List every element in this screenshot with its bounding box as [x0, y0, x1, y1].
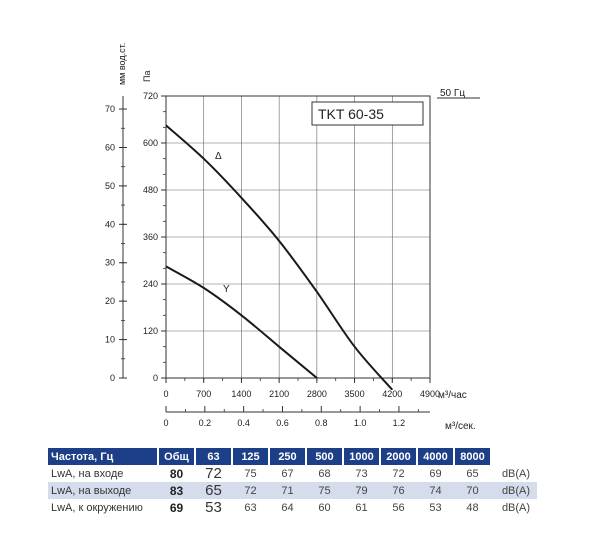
row-value: 70: [454, 482, 491, 499]
row-value: 71: [269, 482, 306, 499]
row-value: 64: [281, 501, 294, 514]
series-label-delta: Δ: [215, 151, 222, 162]
x-tick-label: 3500: [345, 389, 365, 399]
x-tick-label: 2800: [307, 389, 327, 399]
row-value: 60: [318, 501, 331, 514]
header-total: Общ: [158, 448, 196, 465]
row-value: 67: [281, 467, 294, 480]
header-2000: 2000: [380, 448, 418, 465]
x-tick-label: 2100: [269, 389, 289, 399]
row-value: 79: [343, 482, 380, 499]
y-mm-tick-label: 30: [105, 258, 115, 268]
x2-tick-label: 0.6: [276, 418, 289, 428]
row-value: 61: [355, 501, 368, 514]
row-value: 68: [318, 467, 331, 480]
fan-performance-chart: 0 700 1400 2100 2800 3500 4200 4900012024036048…: [105, 43, 480, 432]
row-total: 80: [169, 466, 184, 481]
row-value: 48: [466, 501, 479, 514]
row-value: 73: [355, 467, 368, 480]
y-mm-tick-label: 50: [105, 181, 115, 191]
y-pa-tick-label: 120: [143, 326, 158, 336]
x-tick-label: 1400: [231, 389, 251, 399]
header-63: 63: [195, 448, 233, 465]
series-label-y: Y: [223, 284, 230, 295]
row-value: 56: [392, 501, 405, 514]
row-label: LwA, к окружению: [51, 501, 143, 514]
row-value: 69: [429, 467, 442, 480]
curve-delta: [166, 124, 394, 390]
x-tick-label: 700: [196, 389, 211, 399]
model-title: TKT 60-35: [318, 106, 384, 122]
header-1000: 1000: [343, 448, 381, 465]
header-125: 125: [232, 448, 270, 465]
x2-tick-label: 0.2: [199, 418, 212, 428]
chart-axes: [122, 95, 431, 413]
noise-table: Частота, Гц Общ 63 125 250 500 1000 2000…: [48, 448, 538, 516]
y-mm-tick-label: 10: [105, 335, 115, 345]
row-value: 65: [466, 467, 479, 480]
chart-ticks: 0 700 1400 2100 2800 3500 4200 4900012024036048…: [105, 91, 440, 428]
table-row: LwA, к окружению 69 53 63 64 60 61 56 53…: [48, 499, 537, 516]
header-250: 250: [269, 448, 307, 465]
row-unit: dB(A): [501, 467, 531, 480]
header-8000: 8000: [454, 448, 492, 465]
x-tick-label: 4900: [420, 389, 440, 399]
table-row: LwA, на выходе 83 65 72 71 75 79 76 74 7…: [48, 482, 537, 499]
x2-tick-label: 1.2: [393, 418, 406, 428]
y-mm-tick-label: 40: [105, 219, 115, 229]
model-box: [311, 101, 424, 126]
row-value: 63: [244, 501, 257, 514]
y-mm-tick-label: 20: [105, 296, 115, 306]
y-pa-tick-label: 240: [143, 279, 158, 289]
header-4000: 4000: [417, 448, 455, 465]
row-value: 72: [205, 465, 222, 482]
table-row: LwA, на входе 80 72 75 67 68 73 72 69 65…: [48, 465, 537, 482]
row-unit: dB(A): [491, 482, 537, 499]
row-value: 72: [392, 467, 405, 480]
y-mm-axis-label: мм вод.ст.: [117, 43, 127, 85]
header-unit-blank: [491, 448, 538, 465]
row-label: LwA, на входе: [51, 467, 124, 480]
x-tick-label: 4200: [382, 389, 402, 399]
noise-table-header: Частота, Гц Общ 63 125 250 500 1000 2000…: [48, 448, 538, 465]
y-pa-tick-label: 600: [143, 138, 158, 148]
chart-grid: [166, 96, 430, 378]
row-value: 74: [417, 482, 454, 499]
row-value: 72: [232, 482, 269, 499]
y-pa-tick-label: 360: [143, 232, 158, 242]
row-value: 75: [306, 482, 343, 499]
chart-curves: [166, 124, 394, 390]
x2-tick-label: 0: [163, 418, 168, 428]
x2-axis-unit-label: м³/сек.: [445, 421, 476, 432]
x-tick-label: 0: [163, 389, 168, 399]
row-total: 83: [158, 482, 195, 499]
y-pa-tick-label: 0: [153, 373, 158, 383]
x2-tick-label: 0.4: [237, 418, 250, 428]
y-pa-tick-label: 480: [143, 185, 158, 195]
row-total: 69: [169, 500, 184, 515]
row-label: LwA, на выходе: [48, 482, 158, 499]
y-pa-tick-label: 720: [143, 91, 158, 101]
y-pa-axis-label: Па: [142, 71, 152, 82]
y-mm-tick-label: 70: [105, 104, 115, 114]
x-axis-unit-label: м³/час: [438, 390, 467, 401]
x2-tick-label: 0.8: [315, 418, 328, 428]
frequency-label: 50 Гц: [440, 88, 465, 99]
row-value: 53: [205, 499, 222, 516]
header-500: 500: [306, 448, 344, 465]
row-value: 53: [429, 501, 442, 514]
x2-tick-label: 1.0: [354, 418, 367, 428]
header-frequency: Частота, Гц: [48, 448, 159, 465]
row-value: 65: [195, 482, 232, 499]
row-value: 75: [244, 467, 257, 480]
curve-y: [166, 265, 318, 379]
row-value: 76: [380, 482, 417, 499]
y-mm-tick-label: 0: [110, 373, 115, 383]
y-mm-tick-label: 60: [105, 142, 115, 152]
row-unit: dB(A): [501, 501, 531, 514]
